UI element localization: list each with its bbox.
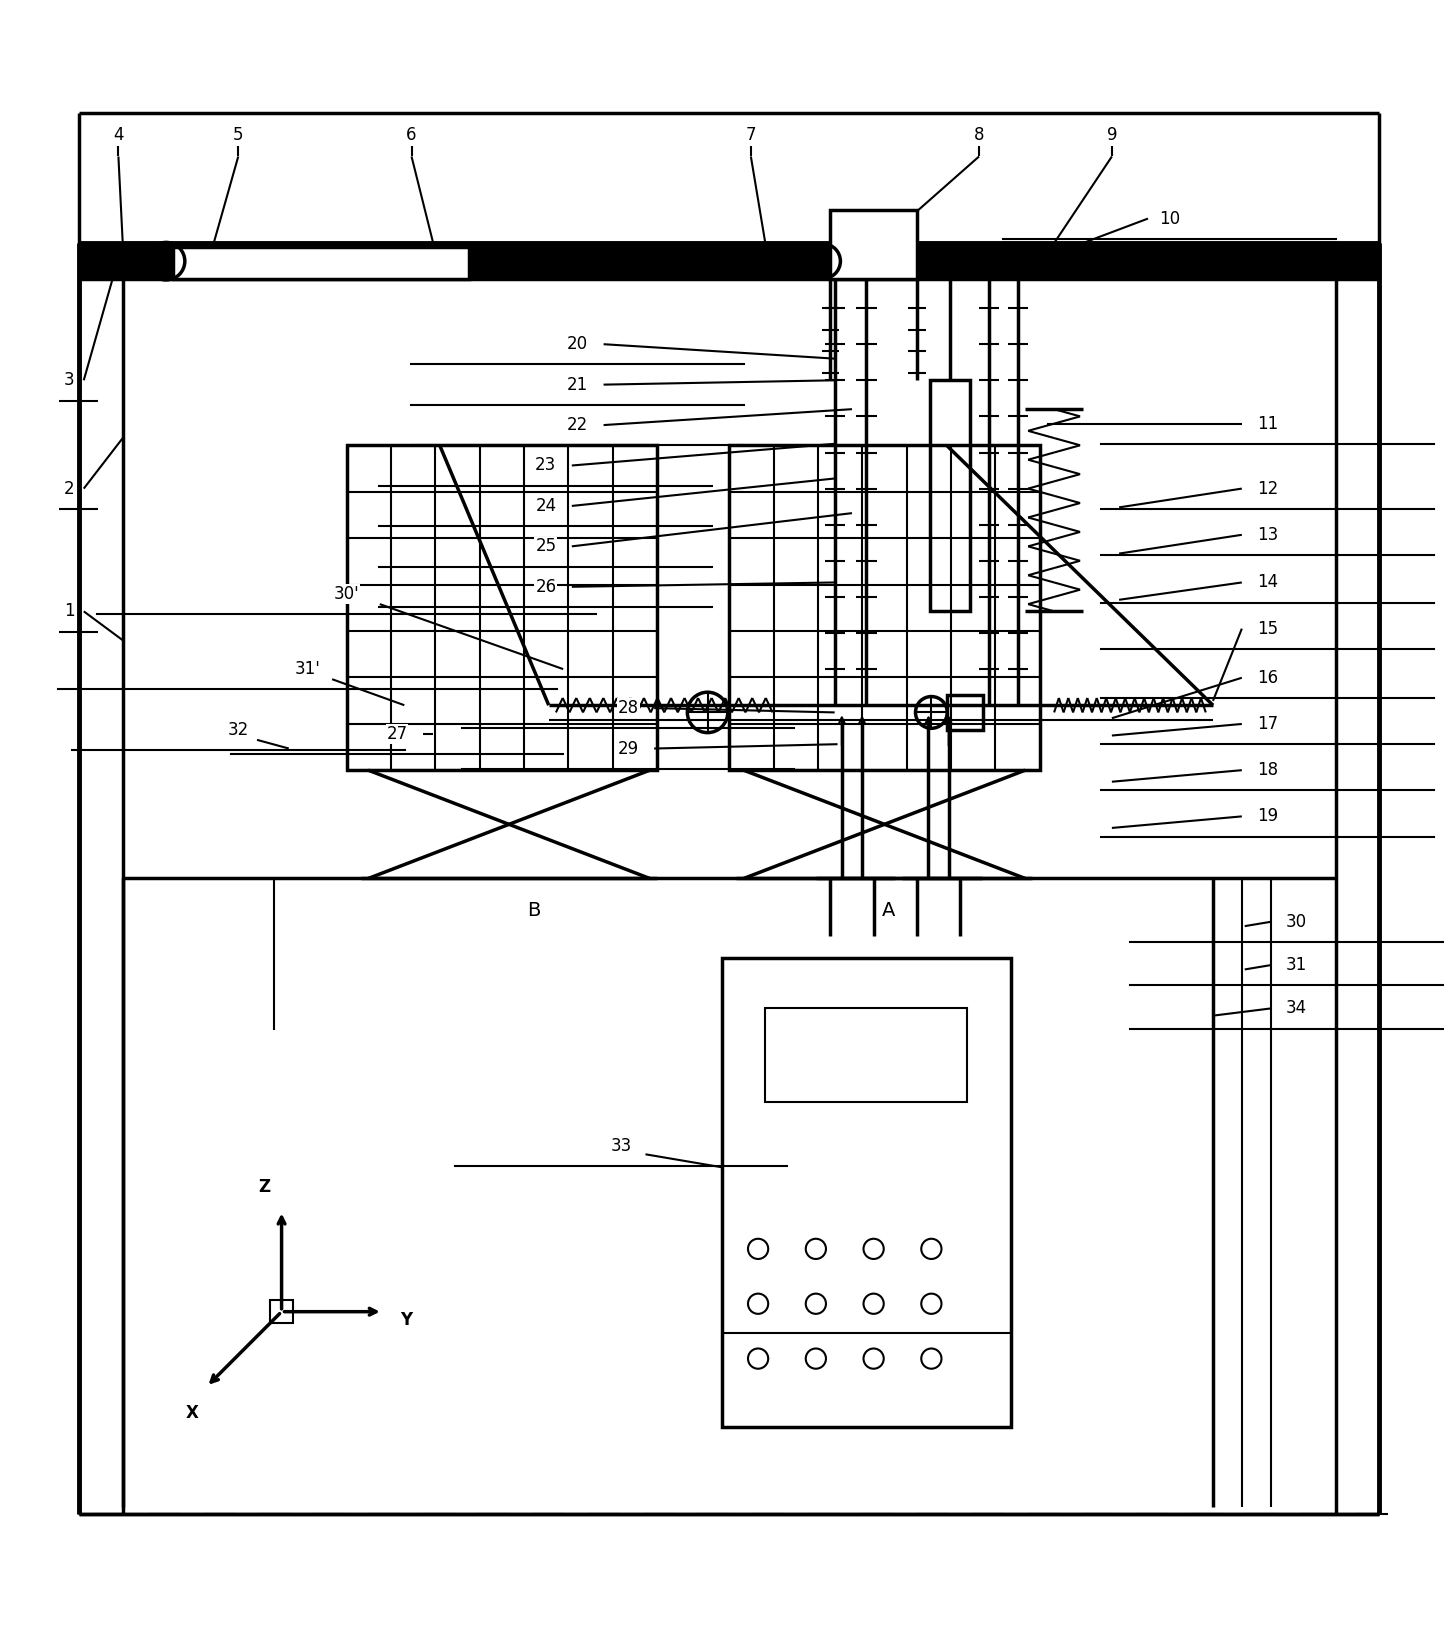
Bar bbox=[729, 446, 1040, 770]
Text: 1: 1 bbox=[64, 602, 75, 620]
Bar bbox=[347, 446, 657, 770]
Bar bbox=[270, 1300, 293, 1323]
Text: 5: 5 bbox=[232, 125, 244, 143]
Text: 8: 8 bbox=[973, 125, 985, 143]
Bar bbox=[173, 247, 469, 280]
Text: 19: 19 bbox=[1258, 807, 1278, 825]
Text: 34: 34 bbox=[1287, 999, 1307, 1017]
Text: 27: 27 bbox=[387, 726, 407, 744]
Text: 22: 22 bbox=[567, 417, 588, 434]
Text: B: B bbox=[527, 901, 542, 919]
Text: 24: 24 bbox=[536, 496, 556, 514]
Text: 16: 16 bbox=[1258, 669, 1278, 687]
Text: 17: 17 bbox=[1258, 714, 1278, 734]
Text: 9: 9 bbox=[1106, 125, 1118, 143]
Bar bbox=[765, 1009, 967, 1103]
Text: 12: 12 bbox=[1258, 480, 1278, 498]
Text: 6: 6 bbox=[406, 125, 417, 143]
Bar bbox=[722, 958, 1011, 1427]
Text: 26: 26 bbox=[536, 578, 556, 595]
Text: 28: 28 bbox=[618, 700, 638, 718]
Text: X: X bbox=[186, 1404, 198, 1422]
Text: 18: 18 bbox=[1258, 761, 1278, 779]
Text: 29: 29 bbox=[618, 740, 638, 758]
Text: 10: 10 bbox=[1160, 210, 1180, 228]
Text: 3: 3 bbox=[64, 371, 75, 389]
Text: 20: 20 bbox=[567, 335, 588, 353]
Bar bbox=[947, 695, 983, 731]
Text: 31': 31' bbox=[295, 661, 321, 678]
Text: 7: 7 bbox=[745, 125, 757, 143]
Text: 4: 4 bbox=[113, 125, 124, 143]
Text: Y: Y bbox=[400, 1311, 412, 1329]
Text: 21: 21 bbox=[567, 376, 588, 394]
Text: 14: 14 bbox=[1258, 573, 1278, 592]
Text: 30: 30 bbox=[1287, 913, 1307, 931]
Text: A: A bbox=[881, 901, 895, 919]
Text: 33: 33 bbox=[611, 1137, 631, 1155]
Text: 23: 23 bbox=[536, 457, 556, 475]
Text: 15: 15 bbox=[1258, 620, 1278, 638]
Text: 25: 25 bbox=[536, 537, 556, 555]
Bar bbox=[173, 247, 469, 280]
Text: 2: 2 bbox=[64, 480, 75, 498]
Text: 31: 31 bbox=[1287, 957, 1307, 975]
Text: 11: 11 bbox=[1258, 415, 1278, 433]
Text: 32: 32 bbox=[228, 721, 248, 739]
Text: Z: Z bbox=[258, 1178, 270, 1196]
Bar bbox=[930, 381, 970, 612]
Bar bbox=[79, 242, 1379, 280]
Bar bbox=[830, 210, 917, 280]
Text: 13: 13 bbox=[1258, 526, 1278, 543]
Text: 30': 30' bbox=[334, 586, 360, 604]
